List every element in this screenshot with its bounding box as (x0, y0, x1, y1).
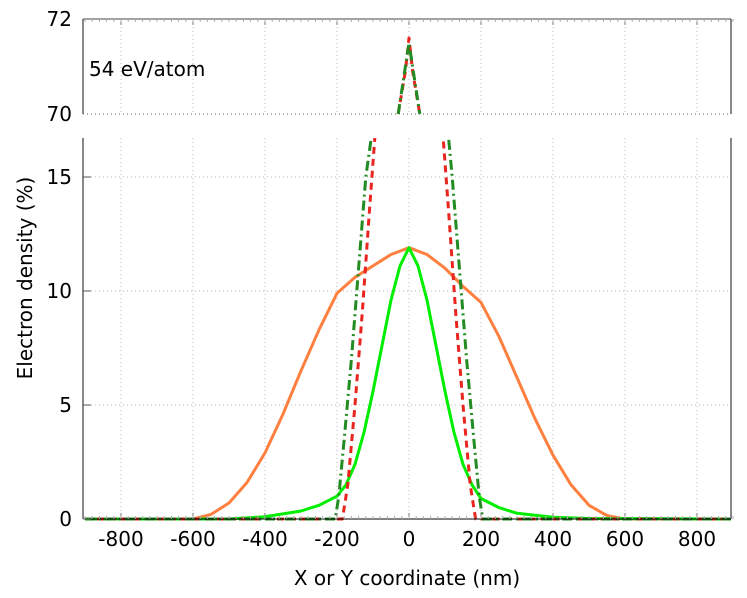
upper-y-tick-label: 70 (47, 102, 72, 126)
upper-panel-series (396, 36, 422, 115)
lower-y-tick-label: 15 (47, 165, 72, 189)
lower-panel-grid (83, 138, 731, 519)
series-green-solid (85, 246, 731, 521)
x-tick-label: 800 (678, 527, 716, 551)
lower-y-tick-label: 5 (59, 393, 72, 417)
x-tick-label: 600 (606, 527, 644, 551)
x-tick-label: -800 (98, 527, 143, 551)
x-tick-label: 0 (403, 527, 416, 551)
lower-y-tick-label: 10 (47, 279, 72, 303)
lower-panel-series (85, 138, 731, 521)
y-axis-title: Electron density (%) (13, 177, 37, 380)
x-tick-label: 200 (462, 527, 500, 551)
upper-y-tick-label: 72 (47, 7, 72, 31)
x-tick-label: -600 (170, 527, 215, 551)
lower-y-tick-label: 0 (59, 507, 72, 531)
axis-tick-labels: -800 -600 -400 -200 0 200 400 600 800 70 72 0 5 10 15 (47, 7, 717, 551)
axes-frames (82, 18, 732, 520)
axis-ticks (83, 19, 734, 520)
energy-annotation: 54 eV/atom (89, 57, 205, 81)
series-red-dashed (85, 138, 731, 521)
x-tick-label: -400 (242, 527, 287, 551)
x-tick-label: -200 (314, 527, 359, 551)
x-axis-title: X or Y coordinate (nm) (294, 566, 520, 590)
x-tick-label: 400 (534, 527, 572, 551)
